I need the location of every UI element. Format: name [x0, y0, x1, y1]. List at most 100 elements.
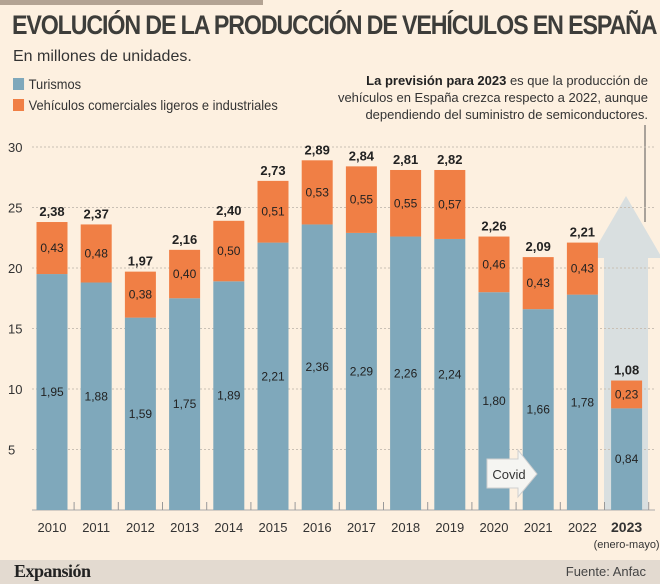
bar-turismos	[169, 298, 201, 510]
value-label-comerciales: 0,50	[217, 244, 241, 258]
legend-swatch	[13, 78, 25, 90]
forecast-note: La previsión para 2023 es que la producc…	[318, 72, 648, 123]
top-accent-bar	[0, 0, 263, 5]
bar-comerciales	[566, 242, 598, 295]
value-label-turismos: 2,24	[438, 367, 462, 381]
bar-turismos	[301, 224, 333, 510]
value-label-comerciales: 0,23	[615, 387, 639, 401]
x-tick-label: 2017	[347, 520, 376, 535]
total-label: 2,81	[393, 152, 418, 167]
y-tick-label: 15	[8, 322, 22, 337]
value-label-comerciales: 0,40	[173, 267, 197, 281]
covid-arrow	[486, 448, 538, 499]
bar-comerciales	[36, 222, 68, 275]
x-tick-label: 2018	[391, 520, 420, 535]
legend-label: Vehículos comerciales ligeros e industri…	[28, 97, 278, 113]
forecast-note-text: es que la producción de vehículos en Esp…	[337, 73, 648, 122]
total-label: 2,40	[216, 203, 241, 218]
bar-comerciales	[345, 166, 377, 233]
x-tick-label: 2023	[611, 519, 642, 535]
bar-turismos	[390, 236, 422, 511]
forecast-note-bold: La previsión para 2023	[366, 73, 507, 88]
value-label-turismos: 2,29	[350, 364, 374, 378]
y-tick-label: 20	[8, 261, 22, 276]
total-label: 2,38	[39, 204, 64, 219]
bar-comerciales	[390, 169, 422, 237]
value-label-comerciales: 0,43	[40, 241, 64, 255]
value-label-turismos: 1,95	[40, 385, 64, 399]
total-label: 1,08	[614, 363, 639, 378]
x-tick-label: 2015	[259, 520, 288, 535]
value-label-turismos: 1,80	[482, 394, 506, 408]
total-label: 2,84	[349, 148, 375, 163]
legend-item-turismos: Turismos	[13, 76, 81, 92]
value-label-comerciales: 0,53	[306, 185, 330, 199]
bar-comerciales	[478, 236, 510, 293]
value-label-turismos: 1,88	[85, 389, 109, 403]
value-label-turismos: 0,84	[615, 452, 639, 466]
value-label-turismos: 1,66	[527, 403, 551, 417]
value-label-comerciales: 0,51	[261, 205, 285, 219]
value-label-comerciales: 0,38	[129, 288, 153, 302]
x-tick-label: 2022	[568, 520, 597, 535]
value-label-turismos: 2,26	[394, 366, 418, 380]
bar-turismos	[434, 238, 466, 510]
total-label: 2,16	[172, 232, 197, 247]
bar-turismos	[36, 274, 68, 510]
x-tick-label: 2019	[435, 520, 464, 535]
value-label-comerciales: 0,46	[482, 257, 506, 271]
bar-turismos	[80, 282, 112, 510]
x-tick-label: 2011	[82, 520, 110, 535]
total-label: 2,21	[570, 225, 595, 240]
x-tick-label: 2012	[126, 520, 155, 535]
bar-turismos	[345, 232, 377, 510]
bar-comerciales	[213, 220, 245, 282]
total-label: 2,89	[305, 142, 330, 157]
subtitle: En millones de unidades.	[13, 48, 192, 65]
value-label-comerciales: 0,48	[85, 246, 109, 260]
bar-comerciales	[434, 169, 466, 239]
bar-turismos	[566, 294, 598, 510]
bar-comerciales	[257, 180, 289, 243]
source: Fuente: Anfac	[565, 564, 646, 579]
total-label: 2,09	[526, 239, 551, 254]
value-label-comerciales: 0,43	[571, 262, 595, 276]
chart: 5 10 15 20 25 30 1,95 0,43 2,38 2010 1,88 0,48 2,37 2…	[8, 125, 660, 551]
bar-comerciales	[522, 257, 554, 310]
value-label-turismos: 2,36	[306, 360, 330, 374]
value-label-comerciales: 0,55	[350, 193, 374, 207]
total-label: 2,26	[481, 219, 506, 234]
bar-turismos	[257, 242, 289, 510]
x-tick-sublabel: (enero-mayo)	[594, 539, 660, 551]
total-label: 2,37	[84, 206, 109, 221]
legend-label: Turismos	[28, 76, 82, 92]
value-label-turismos: 1,75	[173, 397, 197, 411]
covid-label: Covid	[492, 467, 525, 482]
value-label-turismos: 1,89	[217, 389, 241, 403]
value-label-turismos: 2,21	[261, 369, 285, 383]
bar-turismos	[213, 281, 245, 510]
value-label-comerciales: 0,57	[438, 197, 462, 211]
forecast-arrow	[590, 196, 660, 510]
legend-swatch	[13, 99, 25, 111]
expansion-logo: Expansión	[14, 561, 91, 581]
y-tick-label: 30	[8, 140, 22, 155]
total-label: 2,73	[260, 163, 285, 178]
bar-comerciales	[301, 160, 333, 225]
x-tick-label: 2020	[480, 520, 509, 535]
bar-turismos	[611, 408, 643, 510]
value-label-comerciales: 0,55	[394, 196, 418, 210]
bar-turismos	[124, 317, 156, 510]
x-tick-label: 2010	[38, 520, 67, 535]
x-tick-label: 2014	[214, 520, 243, 535]
total-label: 1,97	[128, 254, 153, 269]
x-tick-label: 2016	[303, 520, 332, 535]
y-tick-label: 10	[8, 382, 22, 397]
bar-comerciales	[611, 380, 643, 409]
x-tick-label: 2013	[170, 520, 199, 535]
bar-comerciales	[169, 249, 201, 299]
x-tick-label: 2021	[524, 520, 553, 535]
footer: Expansión Fuente: Anfac	[0, 560, 660, 584]
bar-comerciales	[80, 224, 112, 283]
value-label-turismos: 1,78	[571, 395, 595, 409]
